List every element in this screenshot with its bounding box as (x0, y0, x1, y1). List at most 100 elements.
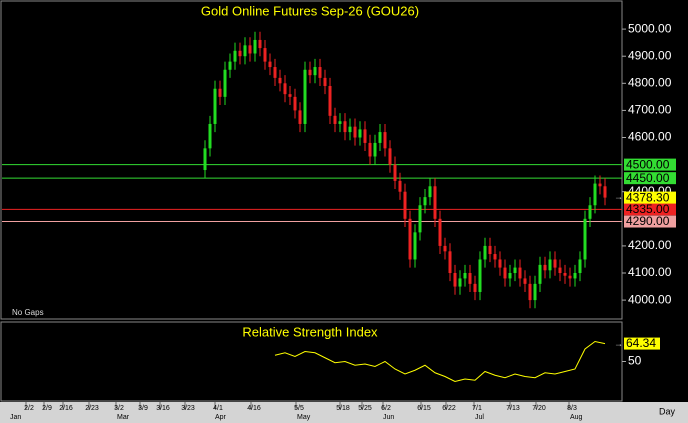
candle-body (343, 121, 347, 133)
x-tick-label: 2/2 (24, 405, 34, 412)
rsi-title: Relative Strength Index (242, 324, 378, 339)
candle-body (378, 132, 382, 143)
candle-body (338, 121, 342, 124)
level-tag (624, 172, 676, 185)
candle-body (433, 186, 437, 219)
candle-body (483, 245, 487, 260)
candle-body (268, 61, 272, 68)
candle-body (233, 50, 237, 62)
x-tick-label: 2/16 (59, 405, 73, 412)
candle-body (488, 245, 492, 255)
month-label: Mar (117, 414, 130, 421)
candle-body (498, 259, 502, 268)
last-tag (624, 191, 676, 204)
candle-body (358, 129, 362, 138)
candle-body (363, 129, 367, 143)
x-tick-label: 7/20 (532, 405, 546, 412)
candle-body (408, 218, 412, 260)
x-tick-label: 4/1 (213, 405, 223, 412)
candle-body (328, 86, 332, 116)
candle-body (593, 183, 597, 206)
x-tick-label: 5/5 (294, 405, 304, 412)
candle-body (213, 88, 217, 124)
candle-body (503, 267, 507, 279)
y-tick-label: 4800.00 (628, 75, 672, 89)
candle-body (463, 273, 467, 279)
date-axis (0, 402, 688, 423)
candle-body (278, 77, 282, 84)
candle-body (513, 267, 517, 274)
y-tick-label: 4700.00 (628, 103, 672, 117)
candle-body (248, 45, 252, 54)
candle-body (333, 115, 337, 124)
x-tick-label: 3/23 (181, 405, 195, 412)
note: No Gaps (12, 308, 44, 317)
candle-body (288, 94, 292, 97)
candle-body (223, 69, 227, 97)
y-tick-label: 4200.00 (628, 238, 672, 252)
candle-body (353, 126, 357, 138)
candle-body (403, 191, 407, 219)
candle-body (283, 83, 287, 95)
level-tag (624, 158, 676, 171)
level-label: 4335.00 (626, 202, 670, 216)
candle-body (563, 273, 567, 276)
candle-body (228, 61, 232, 70)
x-tick-label: 6/22 (442, 405, 456, 412)
rsi-arrow: → (614, 338, 623, 348)
rsi-tag (624, 337, 660, 350)
x-tick-label: 6/15 (417, 405, 431, 412)
level-label: 4290.00 (626, 214, 670, 228)
month-label: Aug (570, 414, 583, 421)
x-tick-label: 3/16 (156, 405, 170, 412)
candle-body (263, 48, 267, 62)
month-label: May (297, 414, 311, 421)
last-arrow: → (614, 191, 623, 201)
candle-body (538, 264, 542, 284)
level-tag (624, 215, 676, 228)
candle-body (453, 273, 457, 287)
candle-body (578, 259, 582, 274)
chart-title: Gold Online Futures Sep-26 (GOU26) (201, 3, 419, 18)
candle-body (383, 132, 387, 149)
candle-body (373, 142, 377, 157)
candle-body (308, 69, 312, 76)
level-tag (624, 203, 676, 216)
level-label: 4500.00 (626, 157, 670, 171)
y-tick-label: 4100.00 (628, 265, 672, 279)
candle-body (528, 283, 532, 301)
candle-body (423, 197, 427, 206)
candle-body (253, 39, 257, 54)
candle-body (203, 148, 207, 171)
candle-body (553, 259, 557, 268)
candle-body (418, 205, 422, 233)
rsi-line (274, 340, 606, 383)
candle-body (568, 275, 572, 279)
y-tick-label: 4000.00 (628, 292, 672, 306)
candle-body (398, 180, 402, 192)
month-label: Jan (10, 414, 21, 421)
month-label: Apr (215, 414, 227, 421)
candle-body (438, 218, 442, 246)
y-tick-label: 4900.00 (628, 48, 672, 62)
x-tick-label: 4/16 (247, 405, 261, 412)
candle-body (558, 267, 562, 274)
y-tick-label: 5000.00 (628, 21, 672, 35)
x-unit: Day (659, 406, 676, 416)
y-tick-label: 4600.00 (628, 130, 672, 144)
candle-body (523, 278, 527, 284)
candle-body (468, 273, 472, 284)
candle-body (413, 232, 417, 260)
candle-body (273, 67, 277, 78)
x-tick-label: 8/3 (567, 405, 577, 412)
candle-body (238, 50, 242, 57)
candle-body (458, 278, 462, 287)
candle-body (508, 273, 512, 279)
candle-body (603, 186, 607, 198)
x-tick-label: 5/18 (336, 405, 350, 412)
candle-body (493, 254, 497, 260)
candle-body (473, 283, 477, 292)
rsi-tick-label: 50 (628, 354, 642, 368)
